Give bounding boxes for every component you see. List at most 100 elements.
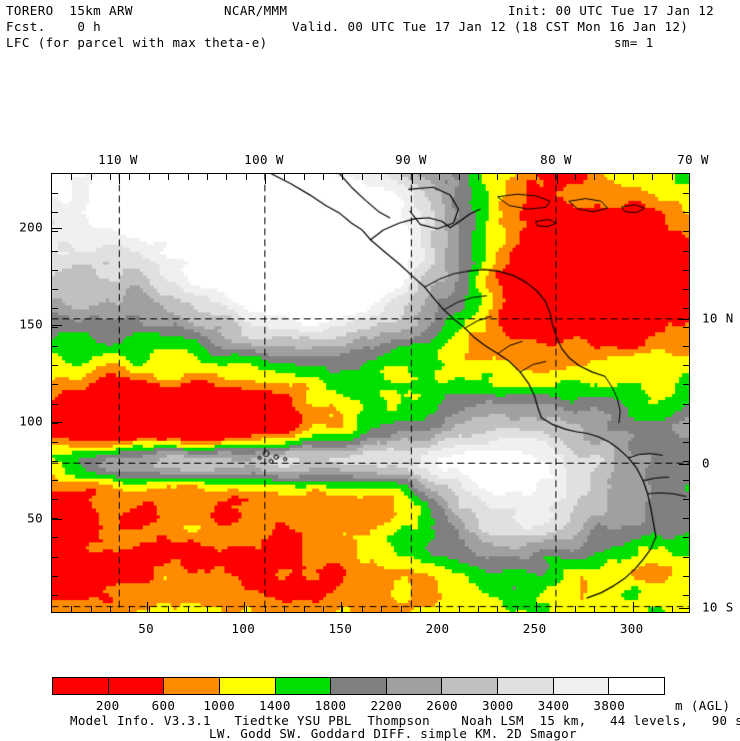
tick-bottom-minor bbox=[478, 606, 479, 612]
smoothing-label: sm= 1 bbox=[614, 35, 654, 50]
tick-top-minor bbox=[207, 174, 208, 180]
tick-bottom-major bbox=[439, 602, 440, 612]
tick-right-minor bbox=[683, 442, 689, 443]
tick-top-minor bbox=[439, 174, 440, 180]
tick-bottom-minor bbox=[652, 606, 653, 612]
colorbar-segment-0 bbox=[53, 678, 109, 694]
tick-right-major bbox=[679, 319, 689, 320]
tick-left-minor bbox=[52, 251, 58, 252]
tick-bottom-major bbox=[244, 602, 245, 612]
tick-top-minor bbox=[226, 174, 227, 180]
colorbar-units-label: m (AGL) bbox=[675, 698, 731, 713]
tick-right-minor bbox=[683, 212, 689, 213]
x-axis-label-150: 150 bbox=[328, 621, 353, 636]
colorbar bbox=[52, 677, 665, 695]
tick-left-minor bbox=[52, 212, 58, 213]
tick-left-major bbox=[52, 325, 62, 326]
tick-top-minor bbox=[614, 174, 615, 180]
tick-left-minor bbox=[52, 404, 58, 405]
tick-top-major bbox=[412, 174, 413, 184]
tick-bottom-minor bbox=[110, 606, 111, 612]
x-axis-label-50: 50 bbox=[138, 621, 155, 636]
tick-bottom-minor bbox=[71, 606, 72, 612]
tick-right-major bbox=[679, 608, 689, 609]
tick-right-minor bbox=[683, 327, 689, 328]
valid-time-label: Valid. 00 UTC Tue 17 Jan 12 (18 CST Mon … bbox=[292, 19, 689, 34]
tick-top-minor bbox=[168, 174, 169, 180]
colorbar-tick-600: 600 bbox=[151, 698, 176, 713]
tick-bottom-minor bbox=[381, 606, 382, 612]
tick-top-minor bbox=[594, 174, 595, 180]
x-axis-label-250: 250 bbox=[522, 621, 547, 636]
tick-top-minor bbox=[672, 174, 673, 180]
tick-bottom-minor bbox=[614, 606, 615, 612]
tick-bottom-minor bbox=[168, 606, 169, 612]
colorbar-tick-2200: 2200 bbox=[370, 698, 403, 713]
tick-top-minor bbox=[478, 174, 479, 180]
model-info-line-2: LW. Godd SW. Goddard DIFF. simple KM. 2D… bbox=[209, 726, 577, 741]
tick-left-minor bbox=[52, 537, 58, 538]
tick-bottom-minor bbox=[188, 606, 189, 612]
tick-bottom-major bbox=[633, 602, 634, 612]
center-label: NCAR/MMM bbox=[224, 3, 288, 18]
tick-right-minor bbox=[683, 308, 689, 309]
tick-top-minor bbox=[459, 174, 460, 180]
tick-top-minor bbox=[246, 174, 247, 180]
field-name-label: LFC (for parcel with max theta-e) bbox=[6, 35, 268, 50]
colorbar-segment-10 bbox=[609, 678, 665, 694]
tick-bottom-minor bbox=[362, 606, 363, 612]
tick-top-minor bbox=[362, 174, 363, 180]
y-axis-label-200: 200 bbox=[19, 219, 43, 235]
tick-top-minor bbox=[110, 174, 111, 180]
tick-left-minor bbox=[52, 384, 58, 385]
tick-left-minor bbox=[52, 308, 58, 309]
tick-right-minor bbox=[683, 251, 689, 252]
tick-bottom-major bbox=[341, 602, 342, 612]
tick-left-minor bbox=[52, 327, 58, 328]
tick-right-minor bbox=[683, 231, 689, 232]
tick-right-minor bbox=[683, 595, 689, 596]
tick-right-minor bbox=[683, 576, 689, 577]
lfc-heatmap-canvas bbox=[52, 174, 689, 612]
tick-top-minor bbox=[401, 174, 402, 180]
colorbar-tick-1000: 1000 bbox=[203, 698, 236, 713]
tick-top-major bbox=[265, 174, 266, 184]
tick-bottom-minor bbox=[555, 606, 556, 612]
init-time-label: Init: 00 UTC Tue 17 Jan 12 bbox=[508, 3, 715, 18]
tick-top-minor bbox=[497, 174, 498, 180]
lon-label-90-W: 90 W bbox=[395, 152, 427, 167]
tick-left-minor bbox=[52, 518, 58, 519]
tick-bottom-minor bbox=[672, 606, 673, 612]
tick-right-minor bbox=[683, 289, 689, 290]
lat-label-0: 0 bbox=[702, 455, 710, 471]
x-axis-label-200: 200 bbox=[425, 621, 450, 636]
forecast-hour-label: Fcst. 0 h bbox=[6, 19, 102, 34]
tick-top-minor bbox=[575, 174, 576, 180]
tick-right-minor bbox=[683, 404, 689, 405]
tick-bottom-major bbox=[147, 602, 148, 612]
tick-right-minor bbox=[683, 423, 689, 424]
colorbar-segment-4 bbox=[275, 678, 332, 694]
tick-bottom-minor bbox=[149, 606, 150, 612]
tick-right-minor bbox=[683, 365, 689, 366]
tick-right-major bbox=[679, 464, 689, 465]
colorbar-tick-3400: 3400 bbox=[537, 698, 570, 713]
colorbar-tick-3000: 3000 bbox=[481, 698, 514, 713]
tick-right-minor bbox=[683, 518, 689, 519]
colorbar-segment-2 bbox=[164, 678, 220, 694]
model-info-line-1: Model Info. V3.3.1 Tiedtke YSU PBL Thomp… bbox=[70, 713, 740, 728]
tick-top-minor bbox=[555, 174, 556, 180]
lat-label-10-N: 10 N bbox=[702, 310, 734, 326]
tick-bottom-minor bbox=[497, 606, 498, 612]
tick-right-minor bbox=[683, 480, 689, 481]
tick-bottom-minor bbox=[284, 606, 285, 612]
tick-left-minor bbox=[52, 193, 58, 194]
tick-right-minor bbox=[683, 461, 689, 462]
tick-top-major bbox=[119, 174, 120, 184]
colorbar-tick-1400: 1400 bbox=[259, 698, 291, 713]
tick-left-major bbox=[52, 422, 62, 423]
y-axis-label-150: 150 bbox=[19, 316, 43, 332]
tick-left-minor bbox=[52, 442, 58, 443]
colorbar-segment-9 bbox=[553, 678, 610, 694]
lon-label-110-W: 110 W bbox=[98, 152, 138, 167]
